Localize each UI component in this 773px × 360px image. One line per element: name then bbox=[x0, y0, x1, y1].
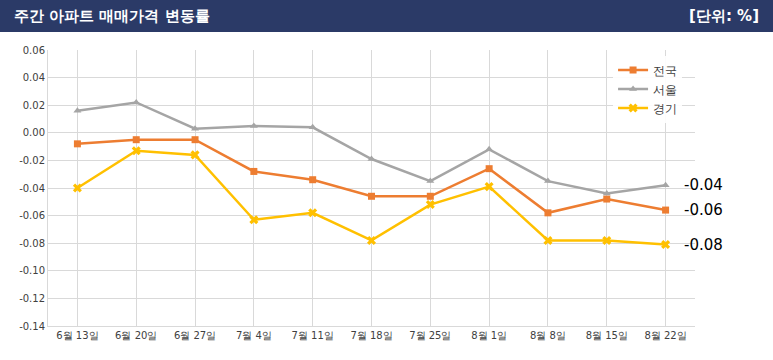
svg-text:6월 13일: 6월 13일 bbox=[56, 330, 98, 341]
svg-text:-0.06: -0.06 bbox=[19, 210, 45, 221]
svg-text:8월 1일: 8월 1일 bbox=[471, 330, 507, 341]
svg-text:0.06: 0.06 bbox=[23, 45, 45, 56]
svg-text:-0.14: -0.14 bbox=[19, 321, 45, 332]
svg-text:0.04: 0.04 bbox=[23, 72, 45, 83]
svg-text:-0.02: -0.02 bbox=[19, 155, 45, 166]
svg-text:-0.04: -0.04 bbox=[684, 176, 723, 194]
svg-text:7월 18일: 7월 18일 bbox=[350, 330, 392, 341]
svg-text:6월 20일: 6월 20일 bbox=[115, 330, 157, 341]
svg-text:7월 4일: 7월 4일 bbox=[236, 330, 272, 341]
svg-text:0.00: 0.00 bbox=[23, 127, 45, 138]
svg-text:8월 22일: 8월 22일 bbox=[644, 330, 686, 341]
svg-text:7월 11일: 7월 11일 bbox=[292, 330, 334, 341]
svg-text:-0.12: -0.12 bbox=[19, 293, 45, 304]
svg-text:-0.08: -0.08 bbox=[684, 236, 723, 254]
html-text:주간 아파트 매매가격 변동률: 주간 아파트 매매가격 변동률 bbox=[14, 6, 210, 25]
html-text:[단위: %]: [단위: %] bbox=[689, 6, 759, 25]
svg-text:8월 15일: 8월 15일 bbox=[586, 330, 628, 341]
svg-text:-0.04: -0.04 bbox=[19, 183, 45, 194]
svg-text:-0.08: -0.08 bbox=[19, 238, 45, 249]
svg-text:-0.06: -0.06 bbox=[684, 201, 723, 219]
svg-text:0.02: 0.02 bbox=[23, 100, 45, 111]
svg-text:7월 25일: 7월 25일 bbox=[409, 330, 451, 341]
svg-text:8월 8일: 8월 8일 bbox=[530, 330, 566, 341]
svg-text:전국: 전국 bbox=[653, 64, 677, 78]
svg-text:-0.10: -0.10 bbox=[19, 265, 45, 276]
svg-text:경기: 경기 bbox=[653, 102, 677, 116]
svg-text:6월 27일: 6월 27일 bbox=[174, 330, 216, 341]
svg-text:서울: 서울 bbox=[653, 83, 677, 97]
